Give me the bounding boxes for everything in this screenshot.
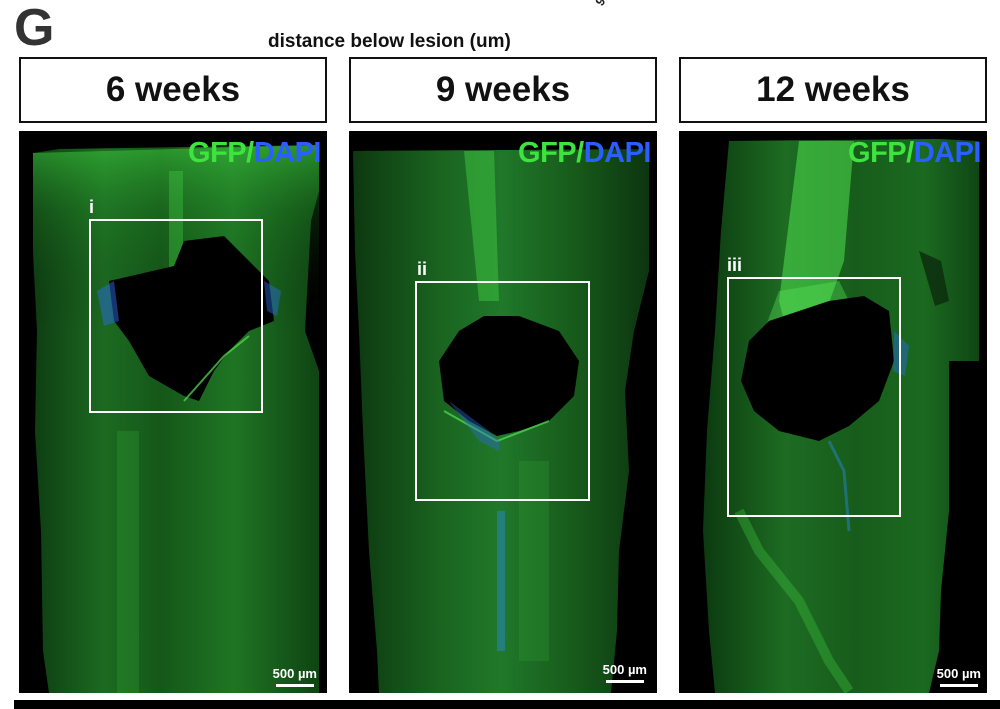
time-label: 9 weeks xyxy=(435,70,571,109)
time-label: 12 weeks xyxy=(756,70,910,109)
gfp-label: GFP xyxy=(518,137,577,169)
next-panel-edge xyxy=(14,700,1000,709)
scale-bar-line xyxy=(605,680,644,683)
scale-bar-label: 500 µm xyxy=(936,666,981,681)
tissue-image xyxy=(33,145,319,693)
time-label: 6 weeks xyxy=(105,70,241,109)
scale-bar-line xyxy=(939,684,978,687)
stain-separator: / xyxy=(906,137,914,169)
inset-label: i xyxy=(89,197,95,217)
scale-bar: 500 µm xyxy=(273,666,317,687)
stain-label: GFP/DAPI xyxy=(848,137,981,170)
scale-bar: 500 µm xyxy=(937,666,981,687)
scale-bar-line xyxy=(275,684,314,687)
micrograph-6-weeks: i GFP/DAPI 500 µm xyxy=(19,131,327,693)
inset-label: iii xyxy=(727,255,743,275)
time-header-9-weeks: 9 weeks xyxy=(349,57,657,123)
panel-letter: G xyxy=(14,0,55,57)
stain-label: GFP/DAPI xyxy=(188,137,321,170)
cropped-tick-label: 9 10 xyxy=(592,0,619,9)
stain-separator: / xyxy=(576,137,584,169)
stain-separator: / xyxy=(246,137,254,169)
stain-label: GFP/DAPI xyxy=(518,137,651,170)
micrograph-12-weeks: iii GFP/DAPI 500 µm xyxy=(679,131,987,693)
dapi-label: DAPI xyxy=(583,137,652,169)
scale-bar-label: 500 µm xyxy=(272,666,317,681)
dapi-label: DAPI xyxy=(253,137,322,169)
gfp-label: GFP xyxy=(848,137,907,169)
inset-box xyxy=(89,219,263,413)
time-header-6-weeks: 6 weeks xyxy=(19,57,327,123)
axis-title: distance below lesion (um) xyxy=(268,31,511,52)
inset-box xyxy=(727,277,901,517)
inset-label: ii xyxy=(417,259,428,279)
scale-bar: 500 µm xyxy=(603,662,647,683)
micrograph-9-weeks: ii GFP/DAPI 500 µm xyxy=(349,131,657,693)
scale-bar-label: 500 µm xyxy=(602,662,647,677)
dapi-label: DAPI xyxy=(913,137,982,169)
gfp-label: GFP xyxy=(188,137,247,169)
time-header-12-weeks: 12 weeks xyxy=(679,57,987,123)
inset-box xyxy=(415,281,590,501)
tissue-image xyxy=(353,149,649,693)
